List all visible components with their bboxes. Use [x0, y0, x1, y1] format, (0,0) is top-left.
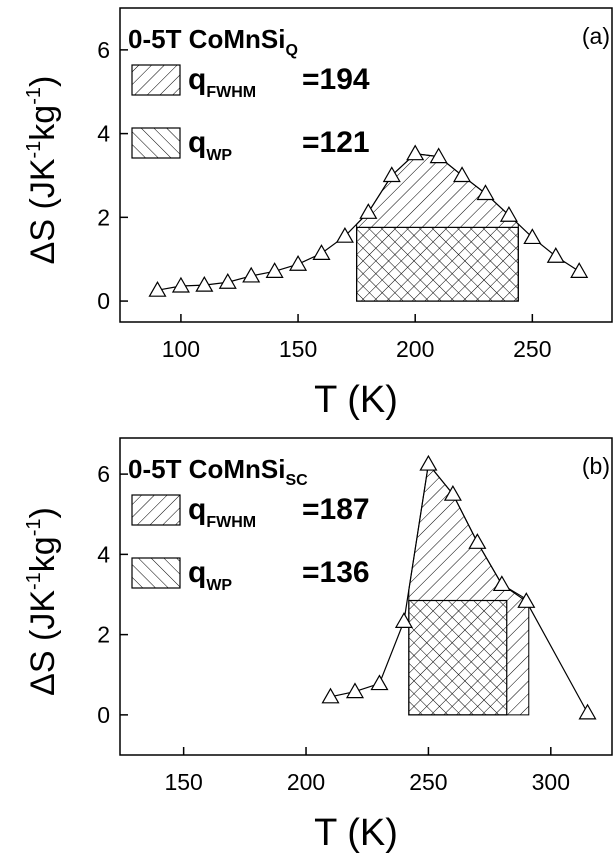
y-label-text: ΔS (JK — [24, 158, 62, 264]
marker — [289, 255, 308, 271]
marker — [476, 184, 495, 201]
y-label-text: kg — [24, 105, 62, 141]
legend-symbol: q — [188, 556, 206, 589]
legend-label: qFWHM — [188, 63, 256, 101]
legend-value: =136 — [302, 556, 370, 589]
x-tick-label: 150 — [164, 769, 202, 795]
y-tick-label: 6 — [97, 461, 110, 487]
y-tick-label: 6 — [97, 37, 110, 63]
marker — [453, 166, 472, 183]
title-subscript: Q — [285, 42, 297, 59]
marker — [443, 484, 462, 501]
y-tick-label: 0 — [97, 702, 110, 728]
plot-frame — [119, 437, 613, 756]
legend-subscript: WP — [206, 577, 232, 594]
data-line — [330, 462, 589, 714]
marker — [195, 275, 214, 292]
panel-title: 0-5T CoMnSiSC — [128, 454, 308, 489]
x-tick-label: 200 — [396, 336, 434, 362]
marker — [578, 703, 597, 720]
marker — [570, 262, 589, 278]
y-label-superscript: -1 — [23, 141, 45, 159]
legend-value: =194 — [302, 63, 370, 96]
marker — [312, 244, 331, 260]
x-axis-label: T (K) — [314, 812, 398, 854]
marker — [468, 533, 487, 549]
marker — [382, 166, 401, 183]
legend-symbol: q — [188, 63, 206, 96]
x-tick-label: 200 — [287, 769, 325, 795]
marker — [517, 592, 536, 608]
marker — [406, 144, 425, 161]
panel-title: 0-5T CoMnSiQ — [128, 24, 298, 59]
y-label-superscript: -1 — [23, 87, 45, 105]
legend-subscript: WP — [206, 147, 232, 164]
marker — [321, 687, 340, 704]
marker — [429, 147, 448, 164]
legend-subscript: FWHM — [206, 514, 256, 531]
x-axis-label: T (K) — [314, 379, 398, 421]
title-text: 0-5T CoMnSi — [128, 24, 285, 54]
legend-swatch — [131, 127, 181, 159]
legend-label: qWP — [188, 126, 232, 164]
title-subscript: SC — [285, 472, 308, 489]
x-tick-label: 250 — [513, 336, 551, 362]
y-label-text: ) — [24, 76, 62, 87]
marker — [546, 247, 565, 263]
wp-region — [356, 226, 519, 302]
y-label-text: ) — [24, 507, 62, 518]
y-label-superscript: -1 — [23, 518, 45, 536]
y-tick-label: 0 — [97, 288, 110, 314]
marker — [499, 206, 518, 222]
marker — [335, 226, 354, 243]
wp-region — [408, 599, 508, 716]
legend-symbol: q — [188, 493, 206, 526]
marker — [359, 203, 378, 219]
y-axis-label: ΔS (JK-1kg-1) — [23, 76, 62, 265]
x-tick-label: 150 — [279, 336, 317, 362]
x-tick-label: 300 — [532, 769, 570, 795]
marker — [148, 280, 167, 297]
marker — [171, 276, 190, 293]
x-tick-label: 250 — [409, 769, 447, 795]
legend-label: qWP — [188, 556, 232, 594]
legend-swatch — [131, 557, 181, 589]
legend-value: =121 — [302, 126, 370, 159]
y-label-text: ΔS (JK — [24, 590, 62, 696]
marker — [523, 228, 542, 245]
legend-subscript: FWHM — [206, 84, 256, 101]
marker — [345, 682, 365, 699]
marker — [419, 454, 438, 471]
y-tick-label: 4 — [97, 541, 110, 567]
y-tick-label: 2 — [97, 622, 110, 648]
y-tick-label: 2 — [97, 204, 110, 230]
y-axis-label: ΔS (JK-1kg-1) — [23, 507, 62, 696]
marker — [394, 612, 413, 628]
x-tick-label: 100 — [162, 336, 200, 362]
marker — [370, 674, 389, 691]
legend-swatch — [131, 494, 181, 526]
marker — [492, 575, 511, 592]
legend-label: qFWHM — [188, 493, 256, 531]
y-label-text: kg — [24, 536, 62, 572]
legend-value: =187 — [302, 493, 370, 526]
panel-label: (b) — [582, 453, 610, 479]
y-tick-label: 4 — [97, 121, 110, 147]
marker — [218, 273, 237, 289]
legend-swatch — [131, 64, 181, 96]
plot-frame — [119, 7, 613, 323]
marker — [242, 266, 261, 283]
title-text: 0-5T CoMnSi — [128, 454, 285, 484]
y-label-superscript: -1 — [23, 572, 45, 590]
marker — [265, 262, 284, 278]
legend-symbol: q — [188, 126, 206, 159]
panel-label: (a) — [582, 23, 610, 49]
